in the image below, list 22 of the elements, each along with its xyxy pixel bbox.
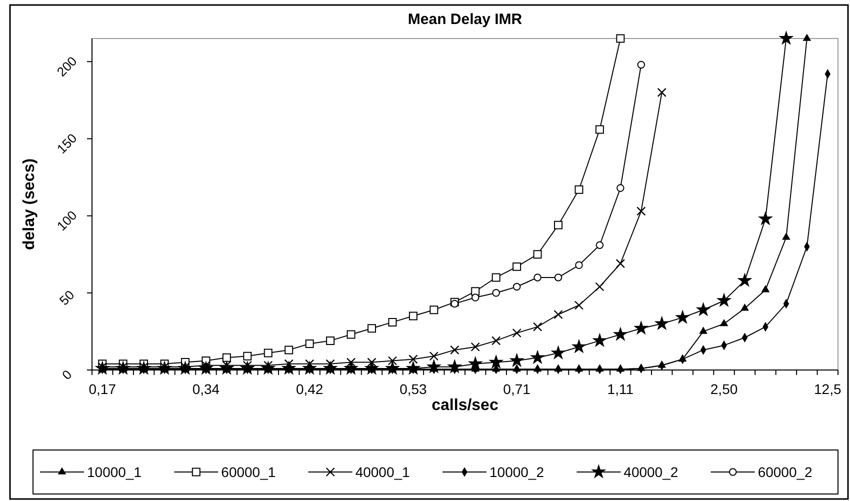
x-tick-label: 2,50 [710, 381, 738, 397]
x-axis-title: calls/sec [432, 397, 498, 414]
y-tick-label: 50 [56, 287, 78, 308]
x-tick-label: 1,11 [607, 381, 634, 397]
legend-label: 10000_2 [490, 464, 544, 480]
y-tick-label: 200 [54, 53, 80, 80]
y-tick-label: 150 [54, 130, 80, 157]
x-tick-label: 0,71 [503, 381, 531, 397]
legend-label: 10000_1 [87, 464, 142, 480]
y-tick-label: 0 [58, 366, 75, 383]
y-axis-title: delay (secs) [21, 158, 38, 250]
x-tick-label: 0,17 [88, 381, 116, 397]
x-tick-label: 12,5 [814, 381, 842, 397]
x-tick-label: 0,42 [296, 381, 324, 397]
y-tick-label: 100 [54, 208, 80, 234]
x-tick-label: 0,34 [192, 381, 220, 397]
x-tick-label: 0,53 [400, 381, 428, 397]
legend-label: 40000_2 [624, 464, 678, 480]
legend-label: 40000_1 [355, 464, 410, 480]
legend-label: 60000_1 [221, 464, 276, 480]
chart-title: Mean Delay IMR [408, 11, 522, 28]
legend-label: 60000_2 [758, 464, 813, 480]
